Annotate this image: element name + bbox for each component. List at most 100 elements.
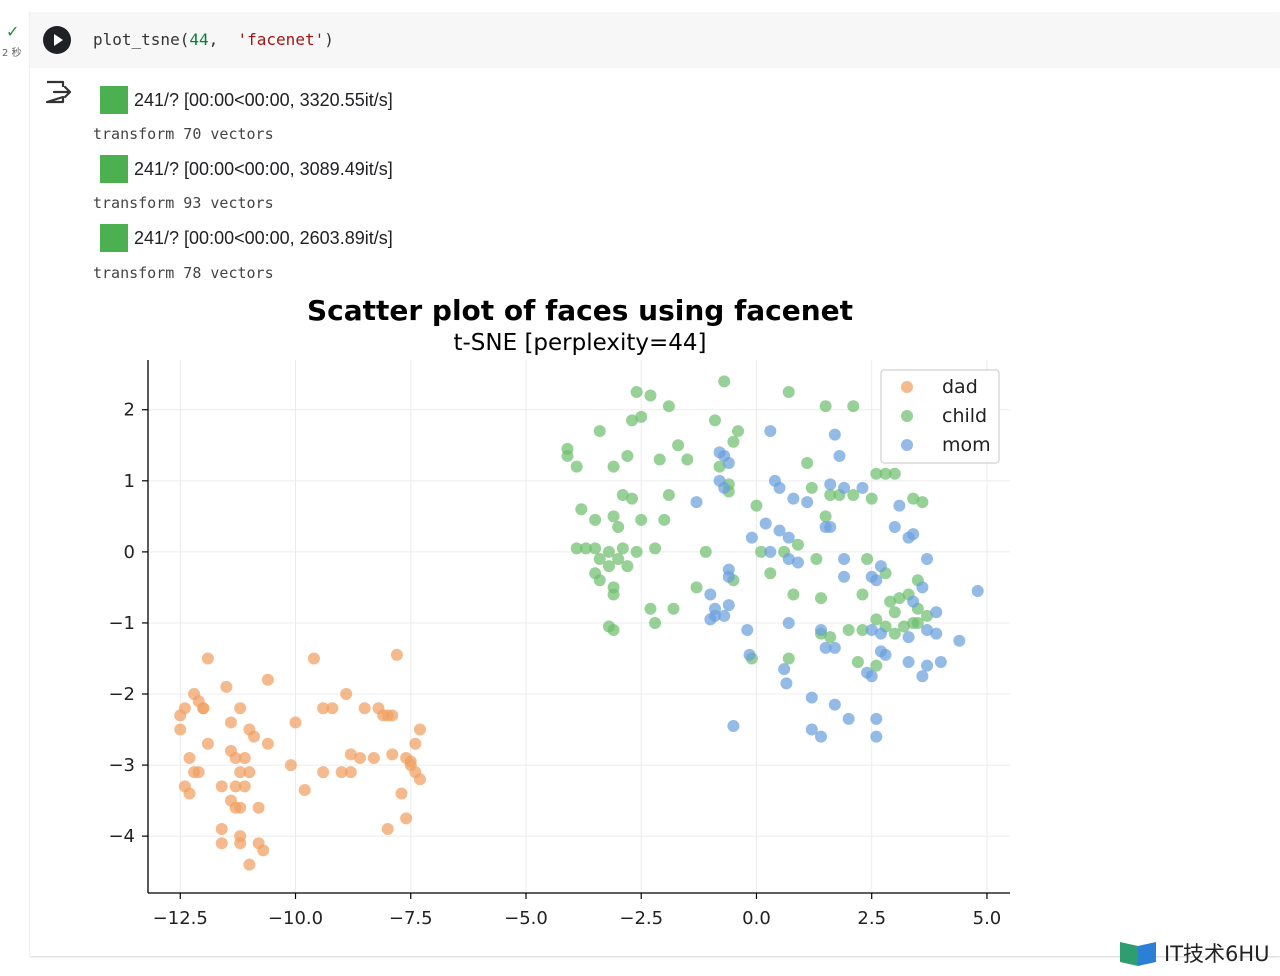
data-point-child	[870, 613, 883, 626]
data-point-child	[616, 542, 629, 555]
data-point-mom	[778, 663, 791, 676]
code-line[interactable]: plot_tsne(44, 'facenet')	[93, 30, 334, 49]
data-point-mom	[838, 552, 851, 565]
data-point-child	[626, 414, 639, 427]
data-point-dad	[257, 844, 270, 857]
data-point-mom	[902, 631, 915, 644]
data-point-mom	[907, 595, 920, 608]
legend-marker-dad	[901, 381, 913, 393]
data-point-child	[718, 375, 731, 388]
data-point-child	[861, 552, 874, 565]
data-point-child	[630, 385, 643, 398]
log-line: transform 93 vectors	[93, 194, 274, 212]
legend-label-child: child	[942, 405, 987, 427]
data-point-mom	[727, 719, 740, 732]
code-editor[interactable]	[30, 12, 1280, 68]
data-point-dad	[358, 702, 371, 715]
data-point-child	[782, 385, 795, 398]
legend-box	[880, 369, 1000, 464]
data-point-child	[662, 400, 675, 413]
data-point-mom	[759, 517, 772, 530]
chart-subtitle: t-SNE [perplexity=44]	[453, 330, 707, 356]
output-redirect-icon[interactable]	[44, 78, 72, 106]
data-point-child	[856, 588, 869, 601]
data-point-dad	[335, 766, 348, 779]
data-point-dad	[229, 780, 242, 793]
data-point-mom	[921, 659, 934, 672]
data-point-child	[607, 624, 620, 637]
data-point-dad	[261, 737, 274, 750]
data-point-child	[847, 400, 860, 413]
data-point-child	[635, 513, 648, 526]
chart-title: Scatter plot of faces using facenet	[306, 294, 854, 327]
data-point-child	[607, 460, 620, 473]
y-tick-label: −3	[108, 755, 135, 776]
data-point-mom	[870, 730, 883, 743]
data-point-child	[750, 499, 763, 512]
data-point-child	[755, 545, 768, 558]
data-point-child	[884, 595, 897, 608]
data-point-child	[782, 652, 795, 665]
code-paren-close: )	[324, 30, 334, 49]
run-cell-button[interactable]	[43, 26, 71, 54]
progress-row: 241/? [00:00<00:00, 3320.55it/s]	[100, 86, 393, 114]
data-point-dad	[243, 766, 256, 779]
progress-text: 241/? [00:00<00:00, 2603.89it/s]	[134, 227, 393, 248]
data-point-child	[921, 609, 934, 622]
x-tick-label: 2.5	[857, 908, 886, 929]
data-point-mom	[743, 648, 756, 661]
data-point-dad	[197, 702, 210, 715]
data-point-dad	[317, 766, 330, 779]
data-point-child	[616, 489, 629, 502]
data-point-mom	[780, 677, 793, 690]
y-tick-label: −4	[108, 826, 135, 847]
data-point-dad	[224, 716, 237, 729]
data-point-child	[787, 588, 800, 601]
data-point-mom	[805, 691, 818, 704]
data-point-dad	[215, 780, 228, 793]
legend-marker-child	[901, 410, 913, 422]
data-point-dad	[344, 748, 357, 761]
data-point-dad	[229, 801, 242, 814]
data-point-child	[662, 489, 675, 502]
data-point-child	[570, 542, 583, 555]
data-point-dad	[284, 759, 297, 772]
data-point-mom	[934, 656, 947, 669]
data-point-child	[593, 425, 606, 438]
data-point-dad	[289, 716, 302, 729]
y-tick-label: 1	[124, 471, 135, 492]
data-point-mom	[865, 670, 878, 683]
data-point-child	[699, 545, 712, 558]
data-point-child	[602, 545, 615, 558]
data-point-dad	[229, 751, 242, 764]
data-point-mom	[907, 528, 920, 541]
code-function: plot_tsne	[93, 30, 180, 49]
data-point-dad	[340, 688, 353, 701]
data-point-child	[879, 467, 892, 480]
progress-bar	[100, 224, 128, 252]
notebook-cell	[30, 10, 1280, 956]
data-point-mom	[787, 492, 800, 505]
x-tick-label: −10.0	[268, 908, 323, 929]
data-point-dad	[381, 823, 394, 836]
x-tick-label: −7.5	[389, 908, 433, 929]
data-point-dad	[234, 766, 247, 779]
data-point-child	[907, 492, 920, 505]
data-point-child	[897, 620, 910, 633]
data-point-mom	[718, 609, 731, 622]
watermark-text: IT技术6HU	[1164, 942, 1270, 966]
data-point-dad	[395, 787, 408, 800]
data-point-mom	[704, 613, 717, 626]
data-point-dad	[400, 812, 413, 825]
data-point-child	[842, 624, 855, 637]
data-point-mom	[930, 606, 943, 619]
data-point-child	[847, 489, 860, 502]
data-point-child	[888, 627, 901, 640]
progress-text: 241/? [00:00<00:00, 3089.49it/s]	[134, 158, 393, 179]
y-tick-label: 0	[124, 542, 135, 563]
data-point-child	[653, 453, 666, 466]
data-point-dad	[201, 737, 214, 750]
data-point-child	[815, 592, 828, 605]
data-point-mom	[838, 570, 851, 583]
data-point-dad	[174, 723, 187, 736]
